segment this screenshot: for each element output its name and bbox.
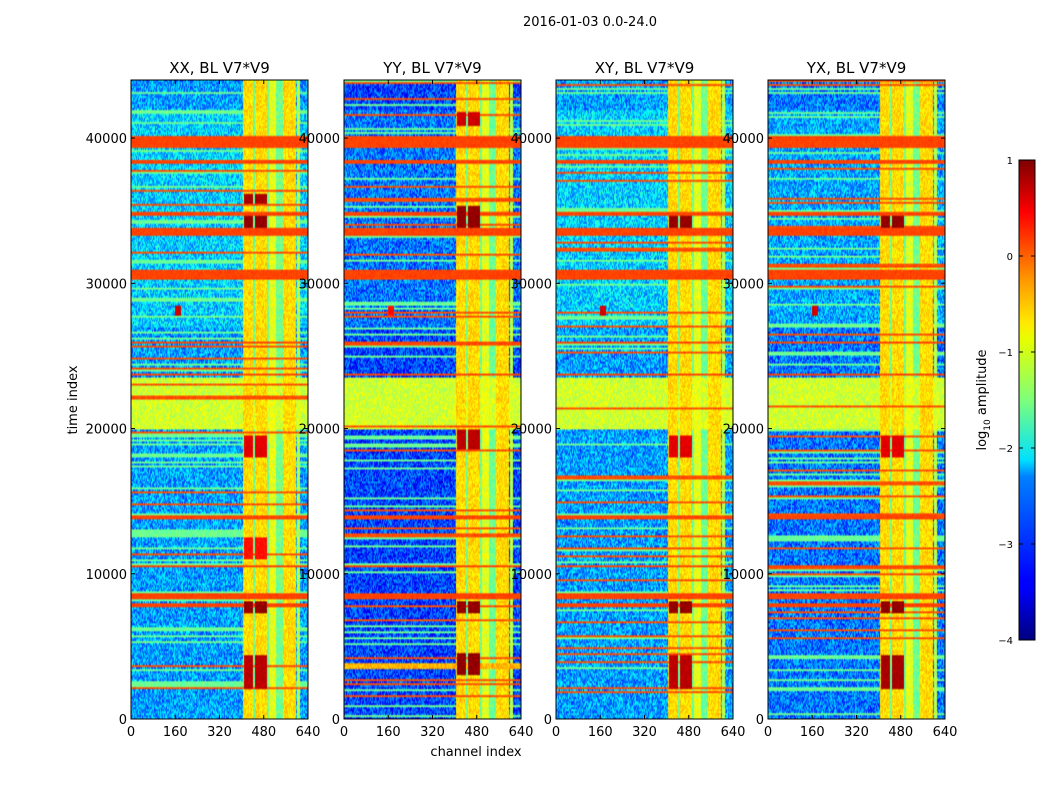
x-tick-label: 640: [933, 725, 958, 740]
panel-title: YY, BL V7*V9: [382, 59, 481, 77]
x-tick-label: 320: [632, 725, 657, 740]
x-tick-label: 0: [340, 725, 348, 740]
x-tick-label: 320: [420, 725, 445, 740]
x-tick-label: 640: [721, 725, 746, 740]
panel-title: XX, BL V7*V9: [169, 59, 270, 77]
colorbar-tick-label: −1: [998, 348, 1013, 359]
heatmap-panel: YY, BL V7*V9 0 160 320 480 640 0 10000 20000 3000…: [299, 59, 534, 740]
x-tick-label: 160: [376, 725, 401, 740]
x-tick-label: 480: [251, 725, 276, 740]
x-tick-label: 640: [296, 725, 321, 740]
colorbar-label-main: log: [975, 431, 990, 451]
y-tick-label: 0: [119, 713, 127, 728]
x-tick-label: 480: [888, 725, 913, 740]
colorbar-ticks: 1 0 −1 −2 −3 −4: [998, 156, 1035, 647]
heatmap-panel: YX, BL V7*V9 0 160 320 480 640 0 10000 20000 3000…: [723, 59, 958, 740]
y-tick-label: 20000: [723, 423, 764, 438]
y-tick-label: 20000: [86, 423, 127, 438]
y-tick-label: 10000: [723, 568, 764, 583]
colorbar-label: log10 amplitude: [975, 349, 993, 450]
y-tick-label: 10000: [511, 568, 552, 583]
figure-suptitle: 2016-01-03 0.0-24.0: [523, 15, 657, 30]
heatmap-raster: [131, 80, 308, 719]
x-tick-label: 320: [844, 725, 869, 740]
y-tick-label: 30000: [299, 277, 340, 292]
colorbar-label-sub: 10: [983, 419, 993, 431]
panels: XX, BL V7*V9 0 160 320 480 640 0 10000 20000 3000…: [86, 59, 958, 740]
y-tick-label: 10000: [299, 568, 340, 583]
heatmap-panel: XY, BL V7*V9 0 160 320 480 640 0 10000 20000 3000…: [511, 59, 746, 740]
colorbar-tick-label: 0: [1007, 252, 1013, 263]
y-tick-label: 40000: [299, 132, 340, 147]
y-tick-label: 30000: [723, 277, 764, 292]
colorbar: 10−1−2−3−4 log10 amplitude: [975, 156, 1036, 647]
colorbar-tick-label: −2: [998, 444, 1013, 455]
colorbar-tick-label: 1: [1007, 156, 1013, 167]
y-tick-label: 10000: [86, 568, 127, 583]
y-tick-label: 40000: [511, 132, 552, 147]
y-tick-label: 0: [332, 713, 340, 728]
panel-title: XY, BL V7*V9: [595, 59, 695, 77]
x-tick-label: 0: [127, 725, 135, 740]
x-axis-label: channel index: [430, 745, 521, 760]
y-tick-label: 30000: [86, 277, 127, 292]
colorbar-tick-label: −4: [998, 636, 1013, 647]
x-tick-label: 480: [676, 725, 701, 740]
heatmap-raster: [768, 80, 945, 719]
heatmap-raster: [556, 80, 733, 719]
colorbar-label-rest: amplitude: [975, 349, 990, 419]
x-tick-label: 320: [207, 725, 232, 740]
y-tick-label: 0: [544, 713, 552, 728]
x-tick-label: 160: [588, 725, 613, 740]
y-tick-label: 20000: [511, 423, 552, 438]
x-tick-label: 640: [509, 725, 534, 740]
y-tick-label: 40000: [723, 132, 764, 147]
colorbar-gradient: [1018, 159, 1036, 641]
y-tick-label: 30000: [511, 277, 552, 292]
colorbar-tick-label: −3: [998, 540, 1013, 551]
y-axis-label: time index: [66, 365, 81, 434]
x-tick-label: 0: [552, 725, 560, 740]
panel-title: YX, BL V7*V9: [806, 59, 907, 77]
y-tick-label: 20000: [299, 423, 340, 438]
y-tick-label: 0: [756, 713, 764, 728]
x-tick-label: 0: [764, 725, 772, 740]
x-tick-label: 480: [464, 725, 489, 740]
x-tick-label: 160: [800, 725, 825, 740]
y-tick-label: 40000: [86, 132, 127, 147]
heatmap-raster: [344, 80, 521, 719]
x-tick-label: 160: [163, 725, 188, 740]
heatmap-panel: XX, BL V7*V9 0 160 320 480 640 0 10000 20000 3000…: [86, 59, 321, 740]
